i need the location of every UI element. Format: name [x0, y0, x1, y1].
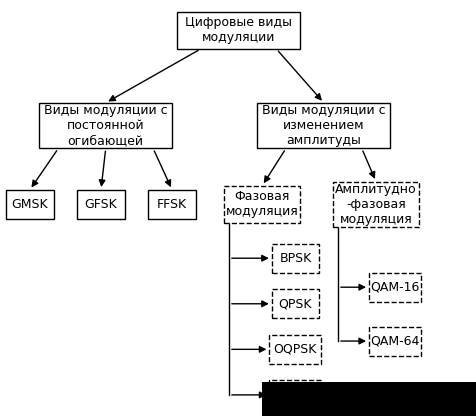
- FancyBboxPatch shape: [269, 335, 321, 364]
- Text: FFSK: FFSK: [157, 198, 187, 211]
- Text: Амплитудно
-фазовая
модуляция: Амплитудно -фазовая модуляция: [335, 183, 416, 226]
- FancyBboxPatch shape: [224, 186, 299, 223]
- Text: GMSK: GMSK: [11, 198, 48, 211]
- FancyBboxPatch shape: [368, 273, 420, 302]
- Text: QAM-16: QAM-16: [369, 281, 419, 294]
- FancyBboxPatch shape: [77, 190, 124, 219]
- FancyBboxPatch shape: [333, 181, 418, 227]
- FancyBboxPatch shape: [6, 190, 53, 219]
- Text: DQPSK: DQPSK: [273, 388, 317, 402]
- FancyBboxPatch shape: [262, 382, 475, 416]
- Text: Виды модуляции с
изменением
амплитуды: Виды модуляции с изменением амплитуды: [261, 104, 385, 147]
- Text: Виды модуляции с
постоянной
огибающей: Виды модуляции с постоянной огибающей: [44, 104, 167, 147]
- FancyBboxPatch shape: [271, 289, 318, 318]
- Text: QPSK: QPSK: [278, 297, 311, 310]
- FancyBboxPatch shape: [271, 244, 318, 273]
- FancyBboxPatch shape: [148, 190, 196, 219]
- FancyBboxPatch shape: [257, 103, 389, 148]
- Text: BPSK: BPSK: [278, 252, 311, 265]
- Text: Цифровые виды
модуляции: Цифровые виды модуляции: [185, 16, 291, 44]
- Text: Фазовая
модуляция: Фазовая модуляция: [225, 190, 298, 219]
- Text: OQPSK: OQPSK: [273, 343, 317, 356]
- Text: QAM-64: QAM-64: [369, 334, 419, 347]
- FancyBboxPatch shape: [368, 327, 420, 356]
- FancyBboxPatch shape: [177, 12, 299, 49]
- FancyBboxPatch shape: [269, 380, 321, 409]
- Text: GFSK: GFSK: [84, 198, 117, 211]
- FancyBboxPatch shape: [39, 103, 172, 148]
